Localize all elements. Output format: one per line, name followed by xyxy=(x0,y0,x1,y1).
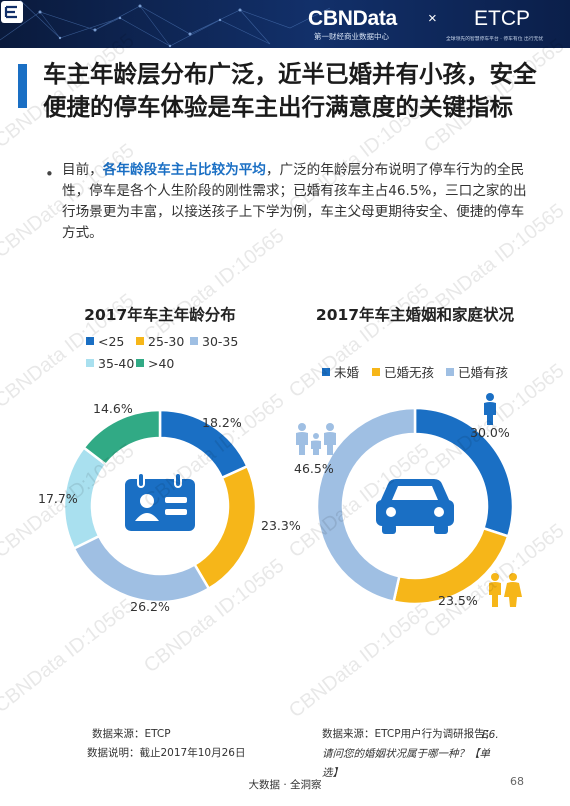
marital-donut-chart: 30.0% 23.5% 46.5% xyxy=(294,406,515,608)
summary-highlight: 各年龄段车主占比较为平均 xyxy=(102,162,266,178)
marital-legend-label-0: 未婚 xyxy=(334,365,360,380)
marital-chart-source: 数据来源：ETCP用户行为调研报告； xyxy=(322,728,496,740)
age-slice-label-3: 17.7% xyxy=(38,491,78,506)
marital-legend-label-2: 已婚有孩 xyxy=(458,365,509,380)
page-title: 车主年龄层分布广泛，近半已婚并有小孩，安全便捷的停车体验是车主出行满意度的关键指… xyxy=(43,60,537,121)
age-legend-label-3: 35-40 xyxy=(98,356,135,371)
age-legend-label-2: 30-35 xyxy=(202,334,239,349)
marital-slice-2 xyxy=(315,406,417,604)
cbndata-logo-text: CBNData xyxy=(308,7,397,30)
marital-chart-note: E6.请问您的婚姻状况属于哪一种？【单选】 xyxy=(322,729,499,779)
age-chart-title: 2017年车主年龄分布 xyxy=(84,306,236,324)
page-number: 68 xyxy=(510,775,524,788)
etcp-subtitle: 全球领先的智慧停车平台 · 停车有位 出行无忧 xyxy=(446,37,544,42)
age-slice-label-2: 26.2% xyxy=(130,599,170,614)
couple-icon xyxy=(489,573,522,607)
age-legend-item-2: 30-35 xyxy=(190,334,238,349)
age-legend-item-1: 25-30 xyxy=(136,334,184,349)
age-legend-swatch-1 xyxy=(136,337,144,345)
network-background-icon xyxy=(0,0,331,48)
summary-paragraph: 目前，各年龄段车主占比较为平均，广泛的年龄层分布说明了停车行为的全民性，停车是各… xyxy=(62,160,534,244)
car-icon xyxy=(376,479,454,534)
marital-slice-label-0: 30.0% xyxy=(470,425,510,440)
summary-rest: ，广泛的年龄层分布说明了停车行为的全民性，停车是各个人生阶段的刚性需求；已婚有孩… xyxy=(62,162,527,241)
single-person-icon xyxy=(484,393,496,425)
marital-chart-title: 2017年车主婚姻和家庭状况 xyxy=(315,306,515,324)
age-legend-label-4: >40 xyxy=(148,356,175,371)
footer-slogan: 大数据 · 全洞察 xyxy=(248,779,322,791)
age-slice-4 xyxy=(82,408,162,467)
age-legend-swatch-0 xyxy=(86,337,94,345)
age-legend-item-4: >40 xyxy=(136,356,174,371)
age-legend-swatch-3 xyxy=(86,359,94,367)
etcp-logo-text: ETCP xyxy=(474,7,531,30)
marital-legend-item-1: 已婚无孩 xyxy=(372,362,434,381)
age-slice-label-4: 14.6% xyxy=(93,401,133,416)
marital-legend-item-2: 已婚有孩 xyxy=(446,362,508,381)
age-legend-swatch-4 xyxy=(136,359,144,367)
age-legend-item-0: <25 xyxy=(86,334,124,349)
id-card-calendar-icon xyxy=(125,472,195,531)
marital-slice-label-2: 46.5% xyxy=(294,461,334,476)
marital-legend-swatch-0 xyxy=(322,368,330,376)
age-slice-1 xyxy=(192,464,258,591)
age-legend-label-0: <25 xyxy=(98,334,125,349)
marital-slice-label-1: 23.5% xyxy=(438,593,478,608)
age-slice-2 xyxy=(72,534,211,604)
age-chart-source: 数据来源：ETCP xyxy=(92,728,171,740)
summary-prefix: 目前， xyxy=(62,162,103,178)
etcp-logo-icon xyxy=(1,1,23,23)
age-legend-swatch-2 xyxy=(190,337,198,345)
age-legend-label-1: 25-30 xyxy=(148,334,185,349)
age-slice-label-1: 23.3% xyxy=(261,518,301,533)
age-slice-label-0: 18.2% xyxy=(202,415,242,430)
cbndata-subtitle: 第一财经商业数据中心 xyxy=(314,32,389,41)
brand-separator: × xyxy=(428,10,437,27)
age-legend-item-3: 35-40 xyxy=(86,356,134,371)
title-accent-bar xyxy=(18,64,27,108)
age-donut-chart: 18.2% 23.3% 26.2% 17.7% 14.6% xyxy=(38,401,301,614)
family-icon xyxy=(296,423,336,455)
marital-legend-item-0: 未婚 xyxy=(322,362,359,381)
bullet-dot-icon: • xyxy=(45,165,54,183)
header-banner: CBNData 第一财经商业数据中心 × ETCP 全球领先的智慧停车平台 · … xyxy=(0,0,570,48)
marital-legend-swatch-1 xyxy=(372,368,380,376)
marital-legend-swatch-2 xyxy=(446,368,454,376)
age-chart-note: 数据说明：截止2017年10月26日 xyxy=(87,747,246,759)
marital-legend-label-1: 已婚无孩 xyxy=(384,365,435,380)
